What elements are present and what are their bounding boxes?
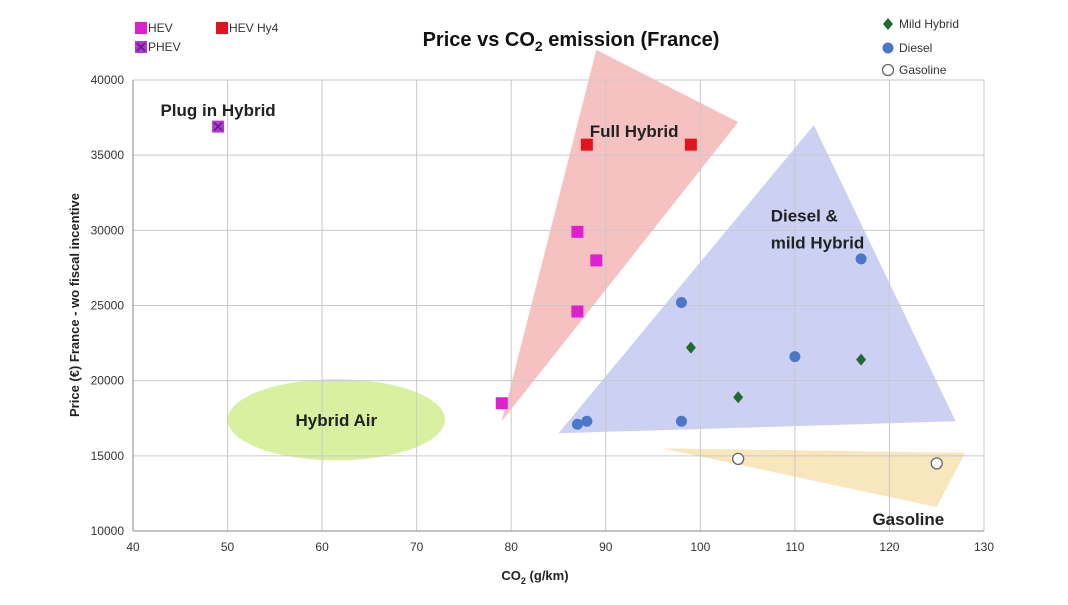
gasoline-label: Gasoline <box>872 510 944 529</box>
legend-label-hev: HEV <box>148 21 173 35</box>
y-tick-label: 30000 <box>91 223 125 237</box>
gasoline-point <box>732 452 745 465</box>
hev-point <box>590 254 603 267</box>
diesel-point <box>675 415 687 427</box>
legend-marker-mild-hybrid <box>883 18 893 30</box>
x-tick-label: 40 <box>126 540 140 554</box>
legend-label-gasoline: Gasoline <box>899 63 947 77</box>
legend-marker-diesel <box>882 42 894 54</box>
y-tick-label: 25000 <box>91 299 125 313</box>
x-tick-label: 90 <box>599 540 613 554</box>
y-tick-label: 20000 <box>91 374 125 388</box>
x-tick-label: 70 <box>410 540 424 554</box>
y-axis-title: Price (€) France - wo fiscal incentive <box>67 193 82 417</box>
mild-hybrid-point <box>685 341 696 354</box>
y-tick-label: 40000 <box>91 73 125 87</box>
diesel-point <box>581 415 593 427</box>
x-tick-label: 110 <box>785 540 804 554</box>
x-tick-label: 100 <box>690 540 710 554</box>
x-tick-label: 60 <box>315 540 329 554</box>
chart-title: Price vs CO2 emission (France) <box>423 29 720 54</box>
diesel-label-line2: mild Hybrid <box>771 233 865 252</box>
diesel-point <box>571 418 583 430</box>
legend-marker-gasoline <box>881 63 895 77</box>
y-tick-label: 10000 <box>91 524 125 538</box>
full-hybrid-region <box>501 49 739 422</box>
diesel-region <box>558 125 956 434</box>
hev-hy4-point <box>684 138 697 151</box>
legend-marker-phev <box>135 41 147 53</box>
diesel-point <box>789 351 801 363</box>
data-points <box>212 120 943 470</box>
diesel-point <box>855 253 867 265</box>
plug-in-hybrid-label: Plug in Hybrid <box>160 101 275 120</box>
hybrid-air-label: Hybrid Air <box>296 411 378 430</box>
legend: HEV HEV Hy4 PHEV Mild Hybrid Diesel Gasoline <box>135 17 959 77</box>
legend-label-hev-hy4: HEV Hy4 <box>229 21 279 35</box>
y-tick-label: 35000 <box>91 148 125 162</box>
hev-hy4-point <box>580 138 593 151</box>
x-tick-label: 80 <box>505 540 519 554</box>
hev-point <box>495 397 508 410</box>
region-labels: Plug in Hybrid Full Hybrid Diesel & mild Hy… <box>160 101 944 529</box>
x-tick-label: 130 <box>974 540 994 554</box>
region-shapes <box>227 49 966 507</box>
phev-point <box>212 120 225 133</box>
y-tick-label: 15000 <box>91 449 125 463</box>
hev-point <box>571 305 584 318</box>
legend-label-diesel: Diesel <box>899 41 932 55</box>
axes: 40 50 60 70 80 90 100 110 120 130 10000 15000 20000 2… <box>91 73 995 554</box>
legend-label-phev: PHEV <box>148 40 181 54</box>
x-tick-label: 120 <box>879 540 899 554</box>
hev-point <box>571 225 584 238</box>
legend-marker-hev-hy4 <box>216 22 228 34</box>
x-axis-title: CO2 (g/km) <box>501 568 568 586</box>
mild-hybrid-point <box>733 391 744 404</box>
gasoline-point <box>930 457 943 470</box>
legend-marker-hev <box>135 22 147 34</box>
gasoline-region <box>662 448 966 507</box>
diesel-point <box>675 296 687 308</box>
legend-label-mild-hybrid: Mild Hybrid <box>899 17 959 31</box>
mild-hybrid-point <box>856 353 867 366</box>
full-hybrid-label: Full Hybrid <box>590 122 679 141</box>
hybrid-air-region <box>227 379 446 461</box>
diesel-label: Diesel & <box>771 206 838 225</box>
x-tick-label: 50 <box>221 540 235 554</box>
